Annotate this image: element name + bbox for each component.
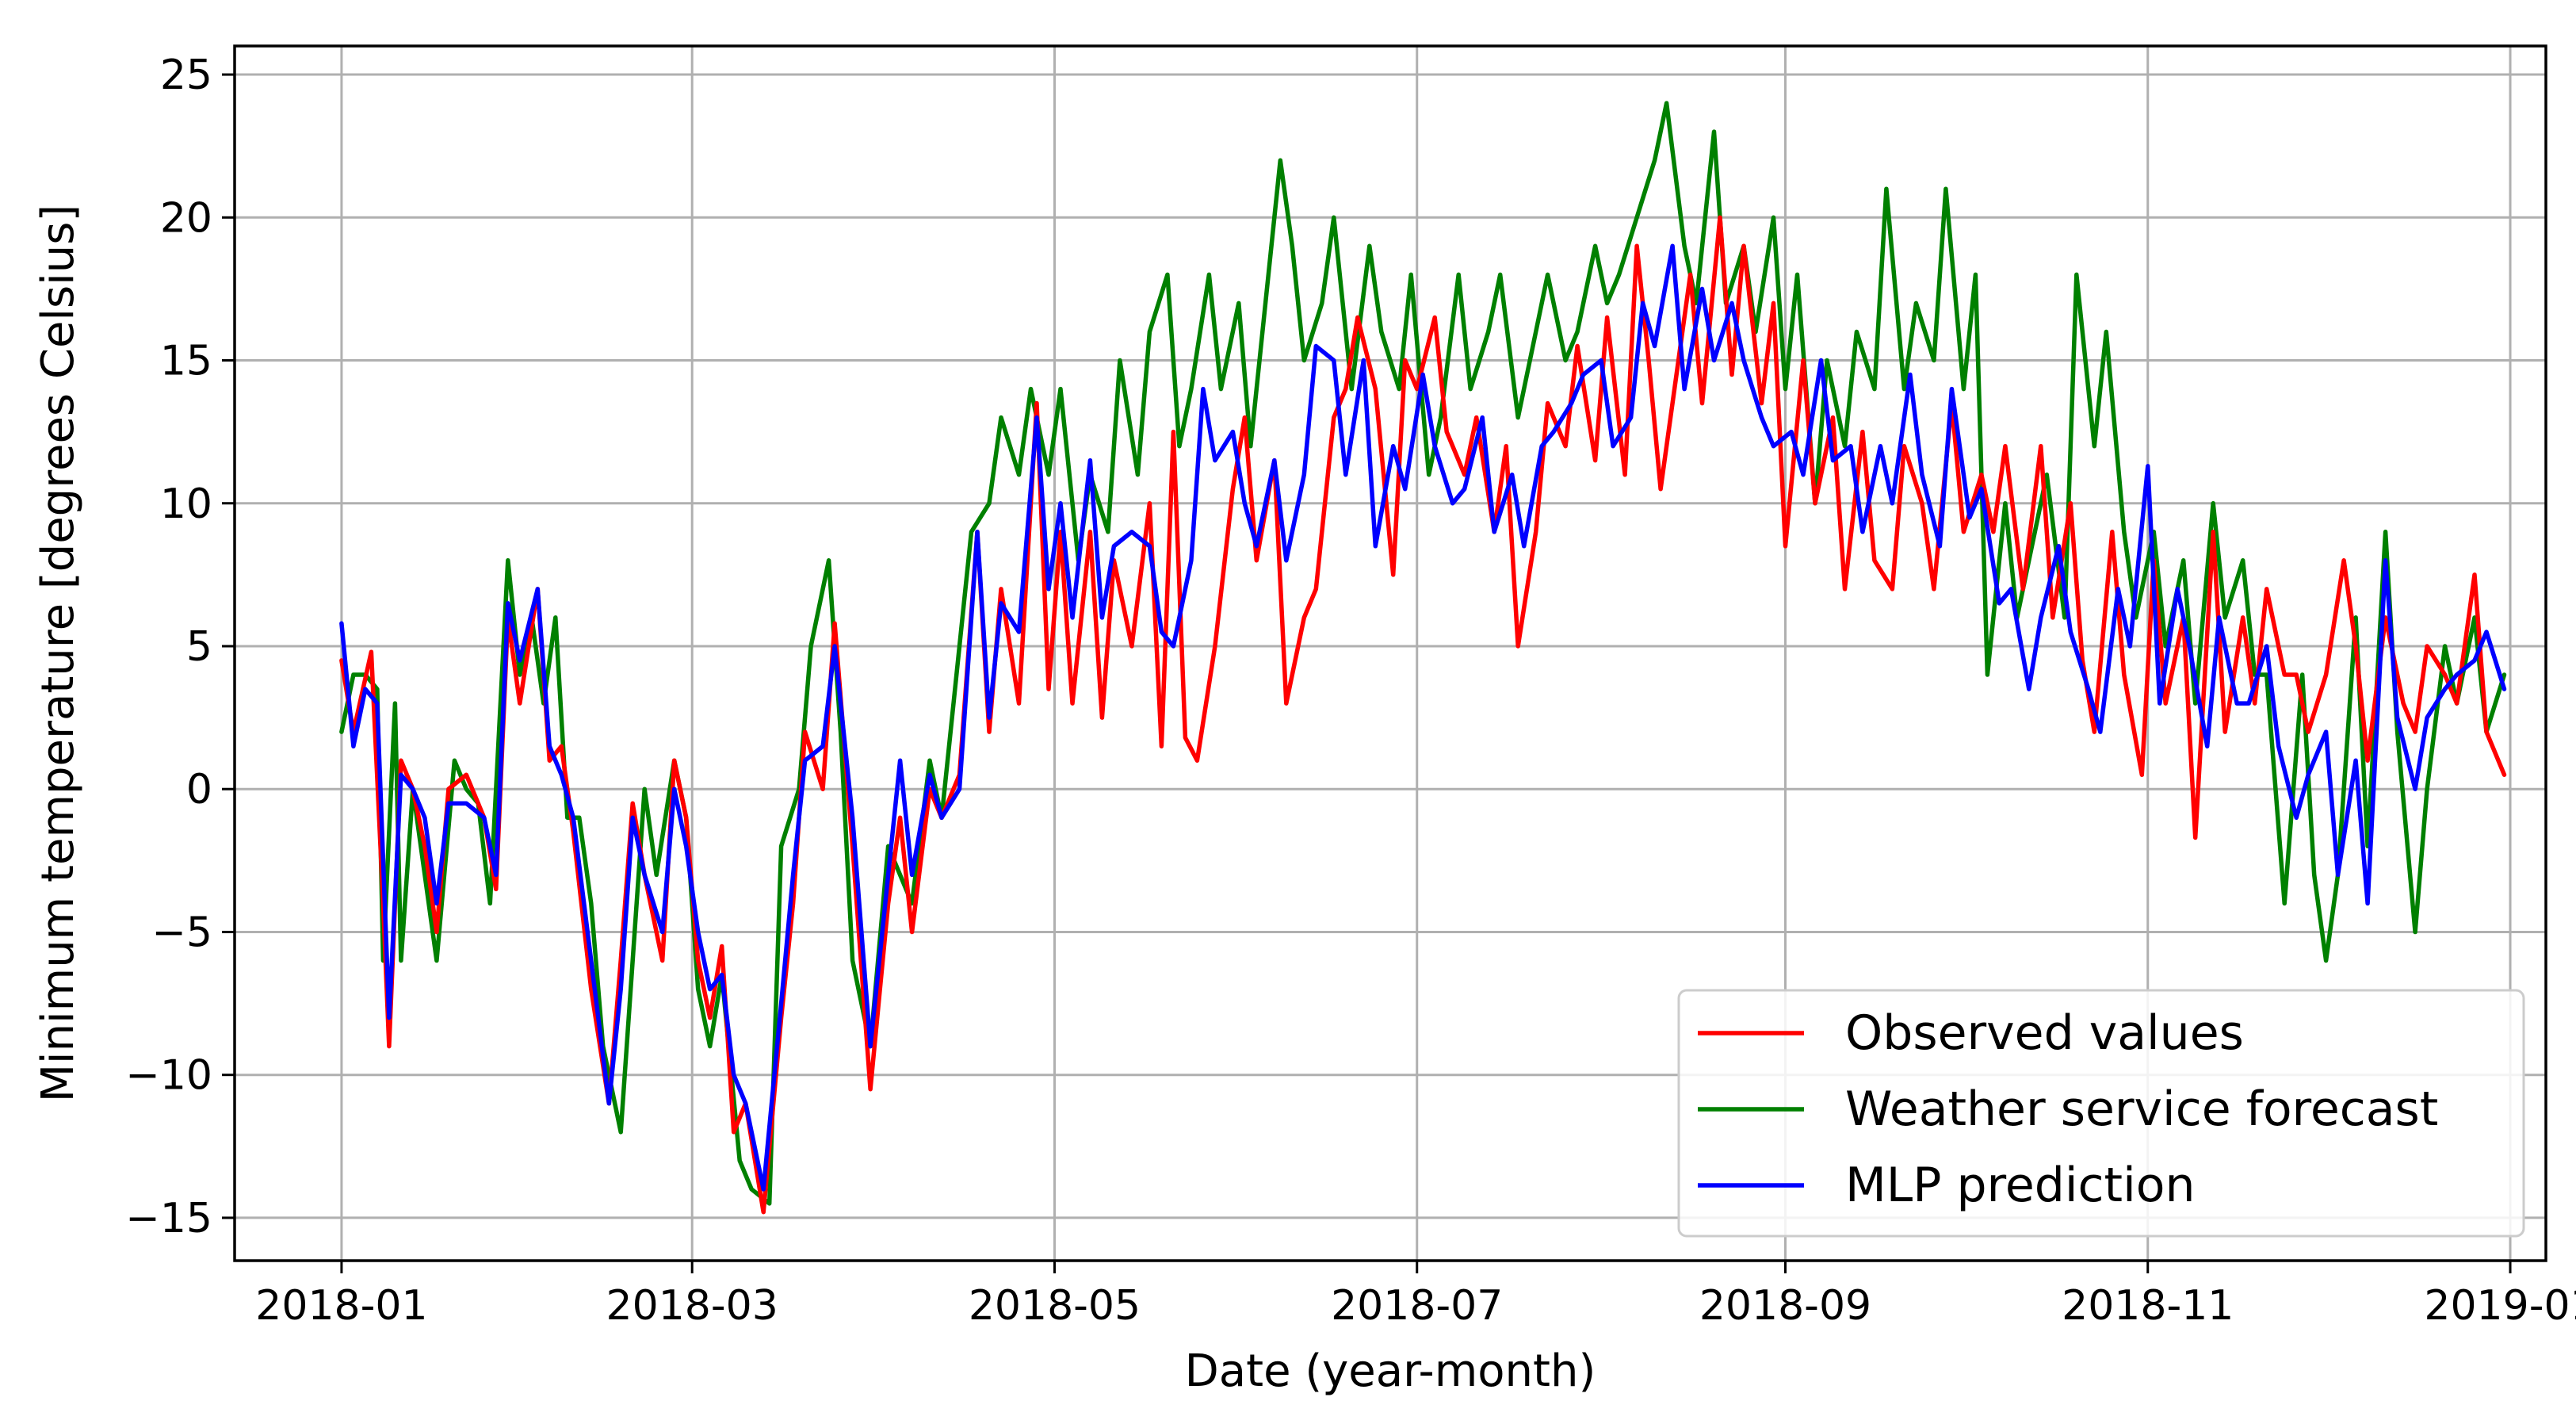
y-tick-label: 10 — [160, 480, 212, 528]
y-axis-label: Minimum temperature [degrees Celsius] — [32, 205, 84, 1103]
legend-label-mlp: MLP prediction — [1845, 1158, 2195, 1213]
series-line-weather-service-forecast — [339, 101, 2507, 1206]
series-line-observed-values — [339, 215, 2507, 1215]
x-tick-label: 2018-07 — [1331, 1282, 1503, 1330]
series-line-mlp-prediction — [339, 243, 2507, 1192]
legend-label-forecast: Weather service forecast — [1845, 1081, 2438, 1137]
x-tick-label: 2018-01 — [255, 1282, 427, 1330]
y-tick-label: 20 — [160, 194, 212, 242]
x-tick-label: 2018-05 — [969, 1282, 1141, 1330]
x-tick-label: 2019-01 — [2424, 1282, 2576, 1330]
y-tick-label: −15 — [125, 1195, 212, 1242]
legend-box — [1677, 989, 2525, 1238]
legend: Observed values Weather service forecast… — [1677, 989, 2525, 1238]
plot-frame — [233, 44, 2547, 1262]
y-tick-label: −10 — [125, 1052, 212, 1100]
plot-series — [339, 101, 2507, 1215]
x-tick-label: 2018-03 — [606, 1282, 778, 1330]
y-tick-label: 0 — [186, 766, 212, 813]
y-tick-label: 25 — [160, 52, 212, 99]
y-tick-label: −5 — [151, 909, 212, 956]
legend-label-observed: Observed values — [1845, 1005, 2244, 1061]
y-tick-label: 15 — [160, 338, 212, 385]
y-tick-label: 5 — [186, 623, 212, 671]
x-axis-label: Date (year-month) — [1185, 1346, 1596, 1397]
axis-ticks: 2018-01 2018-03 2018-05 2018-07 2018-09 2018-… — [125, 52, 2576, 1330]
x-tick-label: 2018-11 — [2062, 1282, 2234, 1330]
x-tick-label: 2018-09 — [1699, 1282, 1871, 1330]
